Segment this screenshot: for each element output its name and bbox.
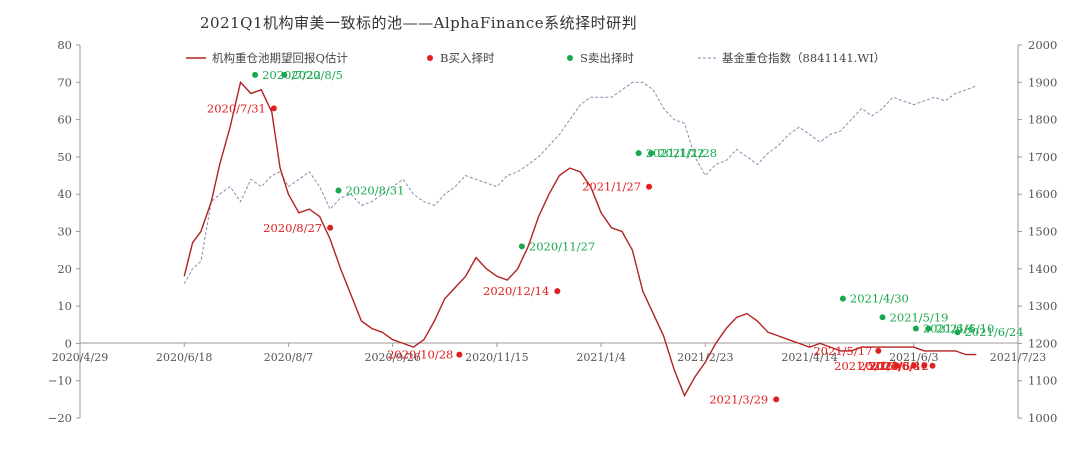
legend-sell-label: S卖出择时 bbox=[580, 51, 634, 65]
y-right-tick-label: 1800 bbox=[1028, 113, 1057, 127]
buy-signal-point bbox=[646, 183, 653, 190]
buy-signal-point bbox=[921, 362, 928, 369]
buy-signal-label: 2021/6/12 bbox=[870, 359, 929, 373]
sell-signal-point bbox=[879, 314, 886, 321]
axes-layer: 80 70 60 50 40 30 20 10 0 −10 −20 2000 1900 1800 1700 1… bbox=[48, 38, 1058, 425]
sell-signal-point bbox=[635, 150, 642, 157]
x-tick-label: 2021/6/3 bbox=[889, 351, 938, 364]
y-right-tick-label: 1000 bbox=[1028, 411, 1057, 425]
y-left-tick-label: −20 bbox=[48, 411, 72, 425]
buy-signal-label: 2021/3/29 bbox=[709, 392, 768, 406]
sell-signal-label: 2021/6/24 bbox=[965, 325, 1024, 339]
sell-signal-point bbox=[252, 71, 259, 78]
y-right-tick-label: 1400 bbox=[1028, 262, 1057, 276]
buy-signal-label: 2020/8/27 bbox=[263, 221, 322, 235]
x-tick-label: 2020/9/26 bbox=[364, 351, 420, 364]
sell-signal-point bbox=[912, 325, 919, 332]
y-left-tick-label: 50 bbox=[57, 150, 72, 164]
y-left-tick-label: −10 bbox=[48, 374, 72, 388]
legend-sell-swatch bbox=[567, 55, 573, 61]
x-tick-label: 2020/11/15 bbox=[465, 351, 528, 364]
sell-signal-label: 2020/11/27 bbox=[529, 239, 595, 253]
x-tick-label: 2021/7/23 bbox=[990, 351, 1046, 364]
sell-signal-point bbox=[335, 187, 342, 194]
buy-signal-label: 2020/10/28 bbox=[387, 348, 453, 362]
y-left-tick-label: 70 bbox=[57, 75, 72, 89]
y-right-tick-label: 1500 bbox=[1028, 225, 1057, 239]
buy-signal-point bbox=[554, 288, 561, 295]
sell-signal-point bbox=[281, 71, 288, 78]
sell-signal-point bbox=[925, 325, 932, 332]
buy-signal-point bbox=[456, 351, 463, 358]
y-left-tick-label: 60 bbox=[57, 113, 72, 127]
x-tick-label: 2020/6/18 bbox=[156, 351, 212, 364]
y-left-tick-label: 80 bbox=[57, 38, 72, 52]
index-series-layer bbox=[183, 81, 977, 284]
sell-signal-label: 2021/1/28 bbox=[658, 146, 717, 160]
main-series-layer bbox=[183, 80, 977, 398]
buy-signal-point bbox=[327, 224, 334, 231]
buy-signal-label: 2021/5/17 bbox=[813, 344, 872, 358]
y-right-tick-label: 2000 bbox=[1028, 38, 1057, 52]
sell-signal-label: 2021/4/30 bbox=[850, 292, 909, 306]
legend-layer: 机构重仓池期望回报Q估计 B买入择时 S卖出择时 基金重仓指数（8841141.WI） bbox=[186, 51, 885, 65]
x-tick-label: 2021/4/14 bbox=[781, 351, 837, 364]
x-tick-label: 2021/1/4 bbox=[576, 351, 625, 364]
y-right-tick-label: 1100 bbox=[1028, 374, 1057, 388]
buy-signal-point bbox=[929, 362, 936, 369]
sell-signal-label: 2021/5/19 bbox=[890, 310, 949, 324]
main-series-line bbox=[183, 80, 977, 398]
legend-index-label: 基金重仓指数（8841141.WI） bbox=[722, 51, 885, 65]
legend-main-label: 机构重仓池期望回报Q估计 bbox=[212, 51, 348, 65]
sell-signal-label: 2021/6/4 bbox=[923, 321, 975, 335]
buy-signal-point bbox=[773, 396, 780, 403]
chart-title: 2021Q1机构审美一致标的池——AlphaFinance系统择时研判 bbox=[200, 14, 638, 32]
y-right-tick-label: 1900 bbox=[1028, 75, 1057, 89]
y-right-tick-label: 1700 bbox=[1028, 150, 1057, 164]
y-left-tick-label: 30 bbox=[57, 225, 72, 239]
y-left-tick-label: 0 bbox=[65, 336, 72, 350]
buy-signal-label: 2020/7/31 bbox=[207, 101, 266, 115]
legend-buy-label: B买入择时 bbox=[440, 51, 495, 65]
sell-signal-label: 2020/7/22 bbox=[262, 68, 321, 82]
buy-signal-label: 2021/6/8 bbox=[869, 359, 921, 373]
sell-signal-label: 2020/8/5 bbox=[291, 68, 343, 82]
sell-signal-label: 2021/6/10 bbox=[935, 321, 994, 335]
buy-signal-point bbox=[270, 105, 277, 112]
buy-signal-point bbox=[875, 347, 882, 354]
y-right-tick-label: 1200 bbox=[1028, 336, 1057, 350]
index-series-line bbox=[183, 81, 977, 284]
y-left-tick-label: 10 bbox=[57, 299, 72, 313]
y-left-tick-label: 40 bbox=[57, 187, 72, 201]
buy-signal-label: 2021/5/26 bbox=[834, 359, 893, 373]
x-tick-label: 2021/2/23 bbox=[677, 351, 733, 364]
sell-signal-point bbox=[839, 295, 846, 302]
buy-signal-point bbox=[910, 362, 917, 369]
sell-signal-label: 2020/8/31 bbox=[345, 183, 404, 197]
sell-signal-point bbox=[518, 243, 525, 250]
y-right-tick-label: 1300 bbox=[1028, 299, 1057, 313]
buy-signal-label: 2021/6/3 bbox=[858, 359, 910, 373]
legend-buy-swatch bbox=[427, 55, 433, 61]
buy-signal-label: 2021/1/27 bbox=[582, 180, 641, 194]
buy-signal-label: 2020/12/14 bbox=[483, 284, 549, 298]
buy-signal-point bbox=[894, 362, 901, 369]
sell-signal-point bbox=[648, 150, 655, 157]
y-right-tick-label: 1600 bbox=[1028, 187, 1057, 201]
sell-signal-label: 2021/1/22 bbox=[646, 146, 705, 160]
x-tick-label: 2020/8/7 bbox=[264, 351, 313, 364]
signal-layer: 2020/7/31 2020/8/27 2020/10/28 2020/12/14 20… bbox=[207, 68, 1024, 407]
sell-signal-point bbox=[954, 329, 961, 336]
y-left-tick-label: 20 bbox=[57, 262, 72, 276]
x-tick-label: 2020/4/29 bbox=[52, 351, 108, 364]
